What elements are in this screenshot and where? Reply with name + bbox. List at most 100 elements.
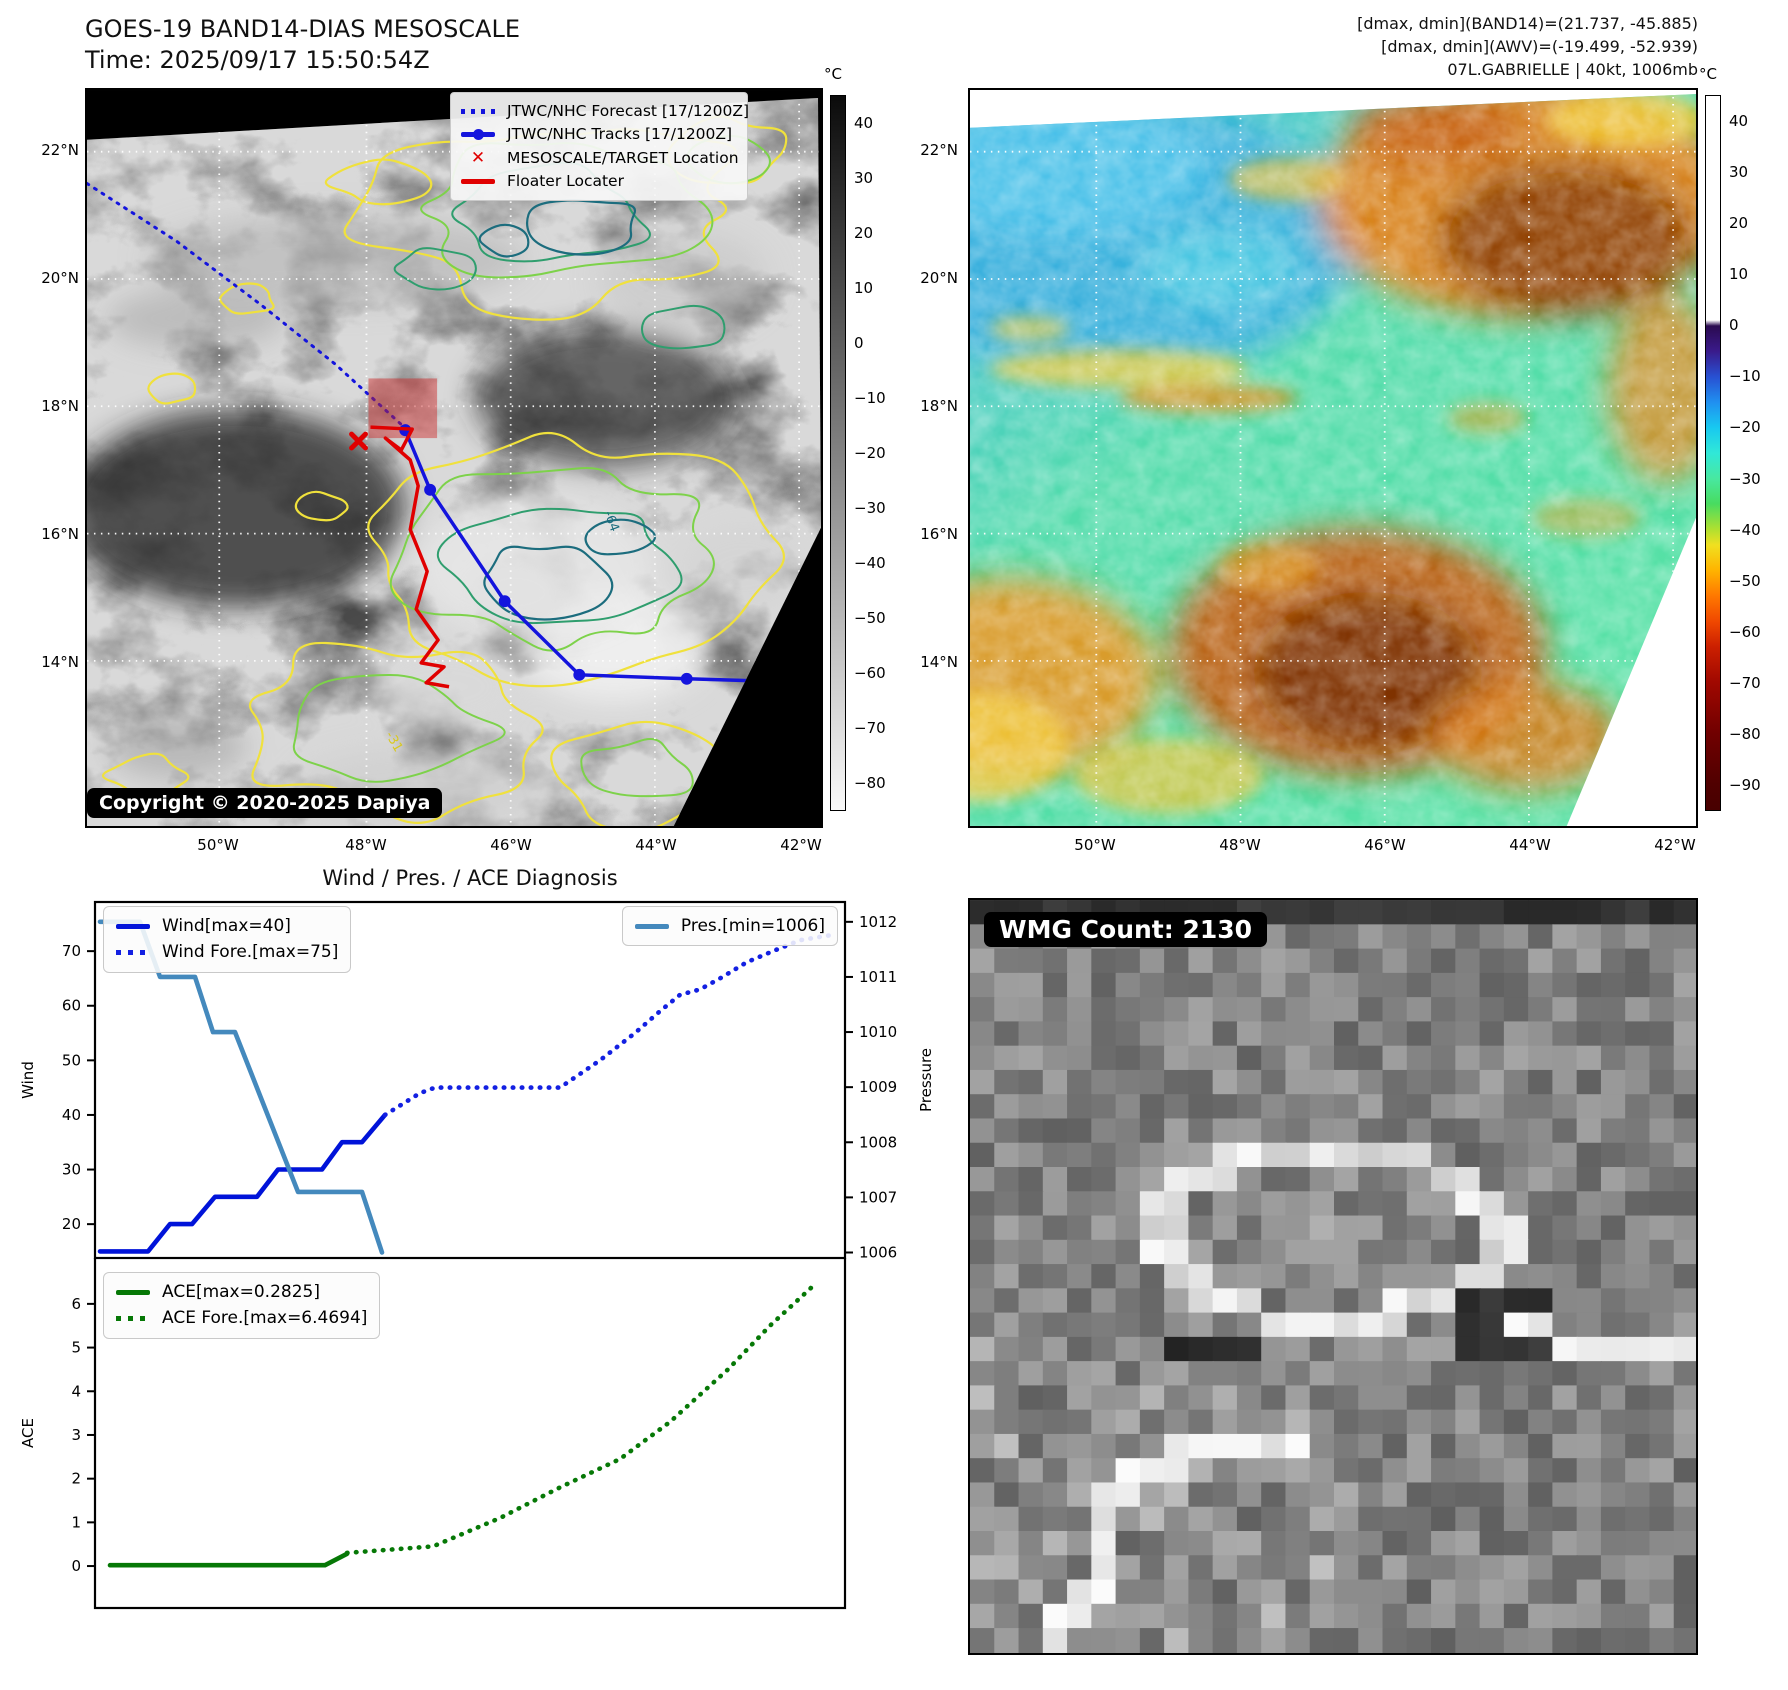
lon-tick-label: 46°W [1364,836,1406,854]
colorbar-tick-label: 10 [1729,265,1749,283]
colorbar-tick-label: −50 [854,609,886,628]
lat-tick-label: 22°N [920,141,958,159]
y-tick-label: 3 [71,1426,81,1444]
colorbar-unit: °C [1699,65,1717,83]
lat-tick-label: 20°N [41,269,79,287]
lon-tick-label: 42°W [1654,836,1696,854]
y-axis-title: ACE [19,1418,37,1448]
legend-label: Wind Fore.[max=75] [162,942,339,963]
copyright-watermark: Copyright © 2020-2025 Dapiya [87,788,443,818]
band14-time-line: Time: 2025/09/17 15:50:54Z [85,46,430,75]
lat-tick-label: 14°N [41,653,79,671]
dotted-swatch [461,109,495,115]
legend-item: Wind[max=40] [116,913,338,939]
map-legend-label: Floater Locater [507,171,624,190]
solid-swatch [461,178,495,184]
colorbar-tick-label: −10 [1729,367,1761,386]
awv-header-awv-range: [dmax, dmin](AWV)=(-19.499, -52.939) [1381,37,1698,57]
y-tick-label: 50 [62,1051,81,1069]
target-x-marker [349,431,368,451]
legend-label: ACE Fore.[max=6.4694] [162,1308,368,1329]
solid-line-swatch [116,1289,150,1295]
colorbar-tick-label: −60 [1729,623,1761,641]
colorbar-tick-label: −70 [1729,674,1761,693]
map-legend-item: JTWC/NHC Forecast [17/1200Z] [461,100,749,123]
lat-tick-label: 14°N [920,653,958,671]
wmg-count-badge: WMG Count: 2130 [984,912,1268,947]
legend-item: ACE Fore.[max=6.4694] [116,1305,367,1331]
y-axis-title: Pressure [917,1048,935,1112]
lon-tick-label: 42°W [780,836,822,854]
solid-line-swatch [634,923,669,929]
colorbar-tick-label: −10 [854,388,886,407]
colorbar-tick-label: −50 [1729,571,1761,590]
y-tick-label: 1011 [859,968,897,986]
map-legend-label: JTWC/NHC Tracks [17/1200Z] [507,125,733,144]
band14-image-area: -31 -64 [87,97,821,826]
contour-label: -64 [600,509,621,534]
lat-tick-label: 22°N [41,141,79,159]
y-tick-label: 1006 [859,1243,897,1261]
legend-label: Pres.[min=1006] [680,916,825,936]
awv-colorbar [1705,95,1721,811]
lon-tick-label: 44°W [635,836,677,854]
awv-header-storm-status: 07L.GABRIELLE | 40kt, 1006mb [1447,60,1698,80]
colorbar-tick-label: 20 [854,223,874,242]
map-legend-item: ✕ MESOSCALE/TARGET Location [461,147,739,170]
colorbar-tick-label: 30 [1729,162,1749,181]
legend-item: Wind Fore.[max=75] [116,939,338,965]
colorbar-tick-label: −40 [854,554,886,573]
y-tick-label: 4 [71,1382,81,1400]
map-legend-item: JTWC/NHC Tracks [17/1200Z] [461,123,737,146]
y-tick-label: 6 [71,1295,81,1313]
xmark-swatch: ✕ [470,147,486,168]
awv-colorized-map [968,88,1698,828]
lat-tick-label: 16°N [41,525,79,543]
lon-tick-label: 48°W [345,836,387,854]
pressure-legend: Pres.[min=1006] [621,906,838,947]
band14-satellite-map: -31 -64 [85,88,823,828]
y-tick-label: 5 [71,1339,81,1357]
colorbar-tick-label: −80 [854,774,886,793]
colorbar-tick-label: −30 [854,499,886,518]
y-tick-label: 1008 [859,1133,897,1151]
wind-legend: Wind[max=40] Wind Fore.[max=75] [103,906,352,973]
y-axis-title: Wind [19,1061,37,1099]
y-tick-label: 2 [71,1470,81,1488]
lat-tick-label: 20°N [920,269,958,287]
y-tick-label: 1009 [859,1078,897,1096]
colorbar-tick-label: −60 [854,664,886,683]
legend-item: Pres.[min=1006] [634,913,825,939]
dotted-line-swatch [116,950,150,956]
colorbar-tick-label: −80 [1729,725,1761,744]
lat-tick-label: 18°N [920,397,958,415]
legend-label: Wind[max=40] [162,916,291,936]
colorbar-tick-label: 20 [1729,213,1749,232]
band14-title-line1: GOES-19 BAND14-DIAS MESOSCALE [85,15,521,43]
y-tick-label: 30 [62,1161,81,1179]
colorbar-tick-label: −20 [1729,418,1761,437]
lon-tick-label: 48°W [1219,836,1261,854]
lon-tick-label: 46°W [490,836,532,854]
colorbar-tick-label: −40 [1729,520,1761,539]
colorbar-tick-label: −30 [1729,469,1761,488]
jtwc-observed-track [403,429,821,685]
colorbar-tick-label: −20 [854,444,886,462]
lat-tick-label: 18°N [41,397,79,415]
diagnosis-title: Wind / Pres. / ACE Diagnosis [322,866,618,890]
y-tick-label: 40 [62,1106,81,1124]
band14-map-legend: JTWC/NHC Forecast [17/1200Z] JTWC/NHC Tra… [450,92,749,201]
jtwc-forecast-track [87,182,407,430]
y-tick-label: 60 [62,997,81,1015]
colorbar-tick-label: −90 [1729,776,1761,795]
floater-track [370,425,450,689]
y-tick-label: 0 [71,1557,81,1575]
ace-legend: ACE[max=0.2825] ACE Fore.[max=6.4694] [103,1272,381,1339]
legend-item: ACE[max=0.2825] [116,1279,367,1305]
awv-header: [dmax, dmin](BAND14)=(21.737, -45.885) [… [1357,12,1698,82]
awv-image-area [970,94,1696,826]
lon-tick-label: 50°W [197,836,239,854]
y-tick-label: 1 [71,1513,81,1531]
band14-colorbar [830,95,846,811]
